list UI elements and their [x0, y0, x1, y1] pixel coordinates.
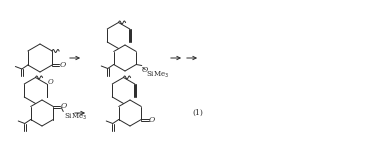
Text: O: O — [60, 61, 66, 69]
Text: SiMe$_3$: SiMe$_3$ — [63, 112, 87, 122]
Text: O: O — [142, 67, 148, 74]
Text: O: O — [60, 102, 67, 110]
Text: SiMe$_3$: SiMe$_3$ — [146, 70, 169, 80]
Text: O: O — [149, 116, 155, 123]
Text: O: O — [48, 78, 54, 86]
Text: (1): (1) — [192, 109, 203, 117]
